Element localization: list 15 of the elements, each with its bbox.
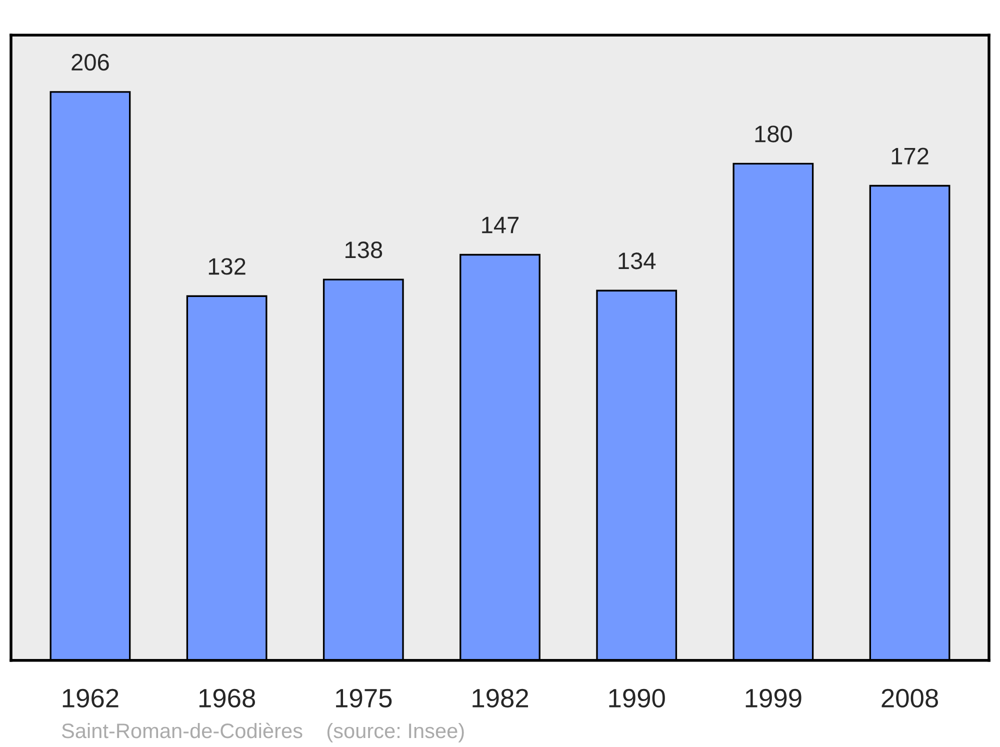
x-tick-label: 2008 xyxy=(882,688,938,708)
x-tick-label: 1962 xyxy=(62,688,118,708)
data-label: 147 xyxy=(482,216,519,234)
text: Saint-Roman-de-Codières (source: Insee) xyxy=(62,722,464,742)
data-label: 206 xyxy=(72,54,109,71)
x-tick-label: 1975 xyxy=(336,688,392,708)
x-tick-label: 1990 xyxy=(609,688,665,708)
data-label: 180 xyxy=(755,126,792,142)
data-label: 172 xyxy=(892,148,928,164)
data-label: 134 xyxy=(618,252,656,270)
data-label: 132 xyxy=(208,258,246,275)
x-tick-label: 1999 xyxy=(746,688,802,708)
x-tick-label: 1982 xyxy=(472,688,528,708)
data-label: 138 xyxy=(346,242,382,258)
x-tick-label: 1968 xyxy=(199,688,256,708)
